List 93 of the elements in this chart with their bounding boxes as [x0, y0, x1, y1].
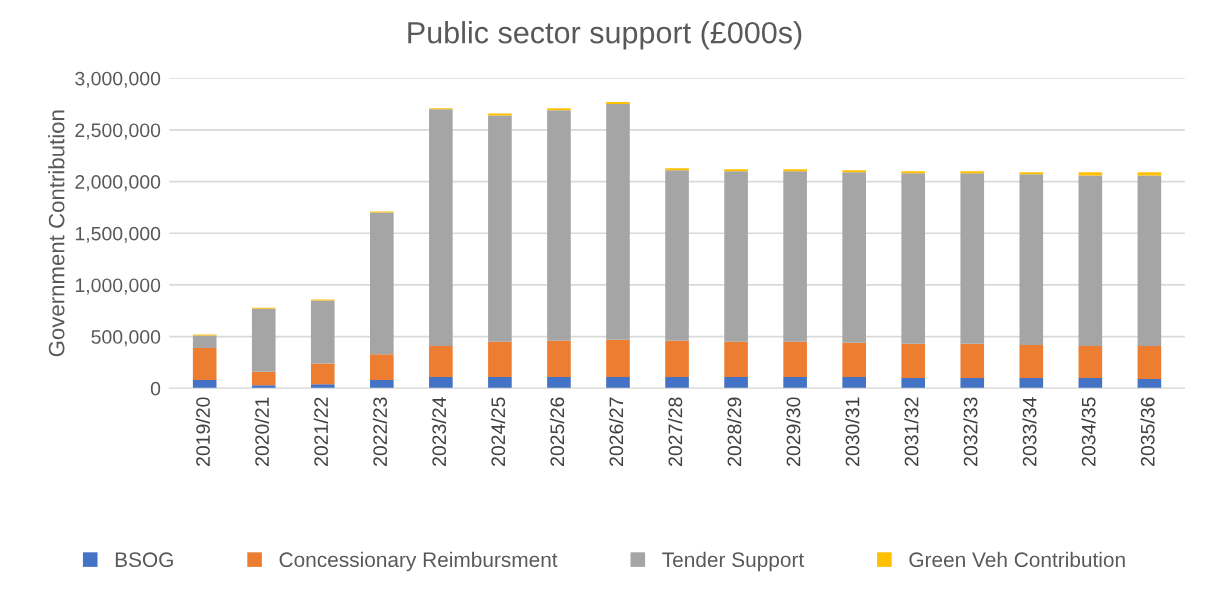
bar [1078, 345, 1103, 378]
bar [842, 342, 866, 377]
y-tick-label: 1,500,000 [75, 226, 161, 243]
bar [310, 384, 335, 389]
y-axis-title: Government Contribution [48, 110, 65, 357]
bar [429, 109, 453, 346]
x-tick-label: 2028/29 [727, 397, 742, 466]
bar [724, 376, 748, 389]
bar [1137, 175, 1162, 346]
x-tick-label: 2034/35 [1081, 397, 1096, 466]
bar [842, 172, 866, 343]
bar [1078, 377, 1103, 389]
bar [606, 104, 630, 340]
y-tick-label: 1,000,000 [75, 278, 161, 295]
x-tick-label: 2031/32 [904, 397, 919, 466]
x-tick-label: 2024/25 [490, 397, 506, 466]
bar [1078, 175, 1103, 346]
bar [724, 171, 748, 342]
bar [1137, 345, 1162, 379]
bar [251, 308, 276, 372]
x-tick-label: 2029/30 [786, 397, 801, 466]
x-tick-label: 2025/26 [549, 397, 565, 466]
bar [547, 108, 571, 111]
bar [901, 377, 926, 389]
bar [665, 376, 689, 389]
bar [665, 168, 689, 171]
bar [665, 340, 689, 377]
bar [901, 173, 926, 344]
bar [783, 376, 807, 389]
bar [783, 171, 807, 342]
y-tick-label: 3,000,000 [75, 71, 161, 88]
bar [606, 376, 630, 389]
bar [1137, 378, 1162, 389]
bar [960, 173, 985, 344]
bar [724, 169, 748, 172]
x-tick-label: 2035/36 [1140, 397, 1155, 466]
y-tick-label: 0 [150, 381, 161, 396]
x-tick-label: 2026/27 [608, 397, 624, 466]
x-tick-label: 2027/28 [667, 397, 683, 466]
chart-title: Public sector support (£000s) [408, 21, 802, 50]
bar [1019, 172, 1044, 175]
legend-label: Tender Support [662, 551, 805, 572]
bar [488, 341, 512, 377]
x-tick-label: 2022/23 [372, 397, 388, 466]
x-tick-label: 2030/31 [845, 397, 860, 466]
bar [488, 376, 512, 389]
bar [960, 377, 985, 389]
bar [429, 345, 453, 377]
bar [547, 376, 571, 389]
bar [606, 339, 630, 377]
bar [429, 376, 453, 389]
x-tick-label: 2023/24 [431, 397, 447, 466]
bar [1019, 377, 1044, 389]
bar [251, 385, 276, 389]
bar [547, 110, 571, 341]
y-tick-label: 2,500,000 [75, 123, 161, 140]
bar [370, 212, 394, 355]
x-tick-label: 2033/34 [1022, 397, 1037, 466]
bar [842, 170, 866, 173]
x-tick-label: 2032/33 [963, 397, 978, 466]
bar [724, 341, 748, 377]
x-tick-label: 2021/22 [313, 397, 328, 466]
y-tick-label: 2,000,000 [75, 175, 161, 192]
bar [370, 354, 394, 381]
y-tick-label: 500,000 [91, 330, 161, 347]
bar [606, 102, 630, 105]
bar [310, 300, 335, 364]
bar [783, 341, 807, 377]
bar [192, 347, 217, 381]
legend-label: Concessionary Reimbursment [279, 551, 558, 572]
bar [310, 363, 335, 385]
bar [1019, 344, 1044, 378]
bar [665, 170, 689, 341]
bar [901, 171, 926, 174]
bar [783, 169, 807, 172]
x-tick-label: 2019/20 [195, 397, 210, 466]
bar [960, 171, 985, 174]
bar [547, 340, 571, 377]
bar [1137, 172, 1162, 176]
legend-label: Green Veh Contribution [909, 551, 1125, 568]
bar [488, 115, 512, 342]
legend-label: BSOG [115, 552, 173, 568]
x-tick-label: 2020/21 [254, 397, 269, 466]
bar [901, 343, 926, 378]
bar [842, 376, 866, 389]
bar [370, 380, 394, 389]
bar [251, 371, 276, 386]
bar [192, 335, 217, 348]
bar [192, 380, 217, 389]
bar [960, 343, 985, 378]
bar [488, 113, 512, 116]
bar [1019, 174, 1044, 345]
bar [1078, 172, 1103, 176]
